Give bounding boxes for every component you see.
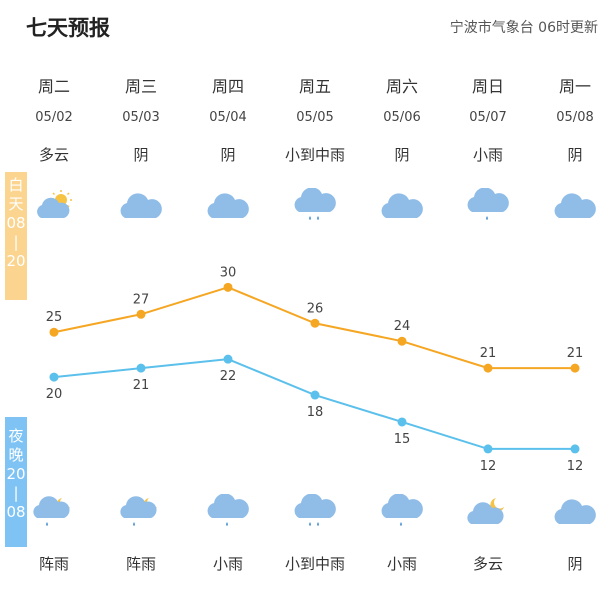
night-weather-label: 小雨	[386, 555, 417, 573]
night-weather-label: 阴	[567, 555, 583, 573]
low-temp-point	[310, 390, 320, 400]
temperature-chart-layer: 25 27 30 26 24 21 21 20 21 22 18 15 12 12	[46, 265, 584, 474]
low-temp-point	[136, 363, 146, 373]
shower-night-icon	[33, 496, 70, 526]
high-temp-point	[483, 363, 493, 373]
daytime-band-char: 天	[8, 195, 24, 213]
date-label: 05/02	[35, 110, 73, 125]
low-temp-point	[49, 372, 59, 382]
day-weather-label: 小雨	[472, 146, 503, 164]
high-temp-label: 21	[480, 346, 497, 361]
day-weather-label: 阴	[567, 146, 583, 164]
nighttime-band-char: 夜	[8, 427, 24, 445]
day-weather-label: 小到中雨	[284, 146, 345, 164]
nighttime-band-char: |	[13, 484, 19, 502]
nighttime-band-char: 晚	[8, 446, 24, 464]
high-temp-point	[310, 318, 320, 328]
day-weather-label: 阴	[220, 146, 236, 164]
daytime-band-char: |	[13, 233, 19, 251]
low-temp-label: 12	[567, 459, 584, 474]
weekday-label: 周三	[124, 77, 157, 96]
low-temp-label: 22	[220, 369, 237, 384]
light-rain-icon	[467, 188, 509, 220]
day-weather-label: 多云	[38, 146, 69, 164]
low-temp-point	[397, 417, 407, 427]
weekday-label: 周四	[211, 77, 244, 96]
weekday-label: 周一	[558, 77, 591, 96]
low-temp-label: 18	[307, 405, 324, 420]
moderate-rain-icon	[294, 188, 336, 220]
high-temp-label: 21	[567, 346, 584, 361]
weekday-label: 周日	[471, 77, 504, 96]
cloudy-icon	[207, 193, 249, 218]
low-temp-label: 20	[46, 387, 63, 402]
moderate-rain-icon	[294, 494, 336, 526]
cloudy-icon	[554, 193, 596, 218]
daytime-band-char: 08	[6, 214, 26, 232]
night-weather-label: 阵雨	[38, 555, 69, 573]
day-weather-label: 阴	[394, 146, 410, 164]
low-temp-point	[570, 444, 580, 454]
cloudy-icon	[554, 499, 596, 524]
date-label: 05/06	[383, 110, 421, 125]
weekday-label: 周六	[385, 77, 418, 96]
high-temp-point	[223, 282, 233, 292]
night-weather-label: 小到中雨	[284, 555, 345, 573]
high-temp-label: 24	[394, 319, 411, 334]
nighttime-low-line	[53, 358, 575, 450]
high-temp-label: 27	[133, 292, 150, 307]
partly-cloudy-night-icon	[467, 498, 504, 524]
date-label: 05/04	[209, 110, 247, 125]
forecast-source: 宁波市气象台 06时更新	[449, 20, 598, 36]
low-temp-point	[483, 444, 493, 454]
date-label: 05/07	[469, 110, 507, 125]
high-temp-point	[136, 309, 146, 319]
high-temp-point	[397, 336, 407, 346]
cloudy-icon	[381, 193, 423, 218]
date-label: 05/03	[122, 110, 160, 125]
day-weather-label: 阴	[133, 146, 149, 164]
low-temp-label: 15	[394, 432, 411, 447]
high-temp-label: 25	[46, 310, 63, 325]
nighttime-band-char: 08	[6, 503, 26, 521]
night-weather-label: 多云	[472, 555, 503, 573]
high-temp-label: 30	[220, 265, 237, 280]
page-title: 七天预报	[26, 16, 110, 40]
low-temp-label: 12	[480, 459, 497, 474]
nighttime-band: 夜 晚 20 | 08	[5, 417, 27, 547]
daytime-band-char: 20	[6, 252, 26, 270]
daytime-band-char: 白	[8, 176, 24, 194]
partly-cloudy-day-icon	[37, 190, 72, 218]
light-rain-icon	[207, 494, 249, 526]
low-temp-point	[223, 354, 233, 364]
night-weather-label: 阵雨	[125, 555, 156, 573]
cloudy-icon	[120, 193, 162, 218]
weekday-label: 周二	[37, 77, 70, 96]
daytime-band: 白 天 08 | 20	[5, 172, 27, 300]
date-label: 05/05	[296, 110, 334, 125]
date-label: 05/08	[556, 110, 594, 125]
low-temp-label: 21	[133, 378, 150, 393]
high-temp-point	[570, 363, 580, 373]
high-temp-point	[49, 327, 59, 337]
light-rain-icon	[381, 494, 423, 526]
weekday-label: 周五	[298, 77, 331, 96]
night-weather-label: 小雨	[212, 555, 243, 573]
high-temp-label: 26	[307, 301, 324, 316]
shower-night-icon	[120, 496, 157, 526]
nighttime-band-char: 20	[6, 465, 26, 483]
